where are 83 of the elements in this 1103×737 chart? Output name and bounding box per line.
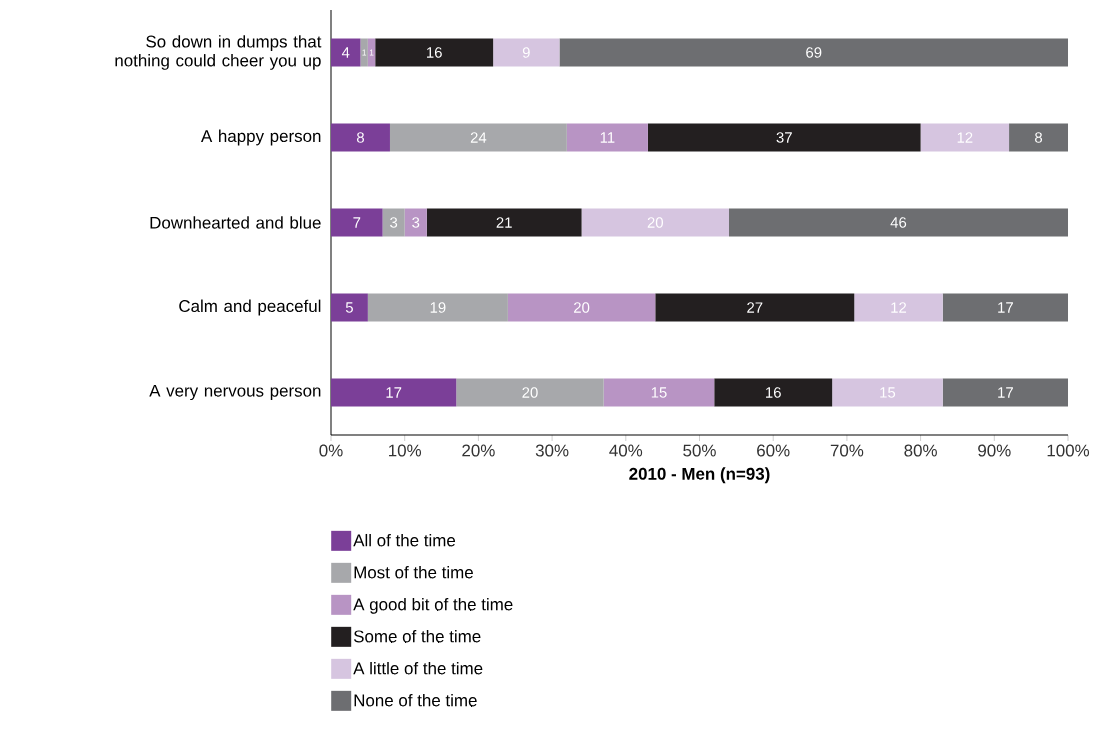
- data-label: 24: [470, 132, 487, 143]
- data-label: 12: [957, 132, 973, 143]
- data-label: 1: [362, 49, 367, 56]
- bar: [493, 38, 560, 67]
- bar: [647, 123, 921, 152]
- x-tick-label: 100%: [1047, 444, 1090, 457]
- data-label: 27: [747, 302, 763, 313]
- x-tick-label: 50%: [683, 444, 716, 457]
- bar: [456, 378, 604, 407]
- legend-label: None of the time: [354, 693, 477, 707]
- data-label: 15: [651, 387, 667, 398]
- data-label: 9: [522, 47, 530, 58]
- data-label: 17: [998, 387, 1013, 398]
- y-tick-label: Calm and peaceful: [179, 299, 321, 316]
- bar: [360, 38, 368, 67]
- data-label: 46: [890, 217, 907, 228]
- x-tick-label: 80%: [904, 444, 937, 457]
- bar: [559, 38, 1069, 67]
- y-tick-label: A happy person: [200, 129, 321, 146]
- data-label: 7: [353, 217, 361, 228]
- data-label: 17: [386, 387, 402, 398]
- bar: [566, 123, 648, 152]
- bar: [426, 208, 582, 237]
- data-label: 69: [806, 47, 822, 58]
- y-tick-label: A very nervous person: [149, 384, 321, 401]
- bar: [728, 208, 1069, 237]
- bar: [331, 123, 390, 152]
- data-label: 17: [998, 302, 1013, 313]
- bar: [382, 208, 405, 237]
- legend-label: All of the time: [353, 533, 456, 547]
- data-label: 19: [430, 302, 446, 313]
- data-label: 3: [412, 217, 420, 228]
- bar: [581, 208, 729, 237]
- y-tick-label: So down in dumps that nothing could cheer you up: [115, 35, 322, 70]
- legend-label: Most of the time: [354, 565, 473, 579]
- x-tick-label: 10%: [389, 444, 422, 457]
- x-tick-label: 0%: [319, 444, 343, 457]
- bar: [942, 378, 1069, 407]
- data-label: 11: [600, 132, 615, 143]
- x-tick-label: 90%: [978, 444, 1011, 457]
- data-label: 3: [390, 217, 398, 228]
- data-label: 8: [356, 132, 364, 143]
- x-tick-label: 20%: [462, 444, 495, 457]
- bar: [375, 38, 494, 67]
- bar: [920, 123, 1010, 152]
- x-tick-label: 60%: [757, 444, 790, 457]
- data-label: 20: [522, 387, 538, 398]
- data-label: 15: [880, 387, 896, 398]
- data-label: 16: [427, 47, 442, 58]
- bar: [367, 38, 376, 67]
- legend-label: Some of the time: [353, 629, 481, 643]
- bar: [331, 208, 383, 237]
- x-axis-title: 2010 - Men (n=93): [629, 467, 770, 484]
- data-label: 16: [766, 387, 781, 398]
- data-label: 37: [776, 132, 792, 143]
- bar: [942, 293, 1069, 322]
- data-label: 20: [647, 217, 663, 228]
- data-label: 12: [891, 302, 907, 313]
- legend-label: A good bit of the time: [353, 597, 513, 614]
- bar: [404, 208, 427, 237]
- bar: [367, 293, 508, 322]
- x-tick-label: 70%: [830, 444, 864, 457]
- bar: [655, 293, 855, 322]
- bar: [331, 293, 368, 322]
- bar: [1009, 123, 1069, 152]
- data-label: 8: [1035, 132, 1043, 143]
- bar: [507, 293, 656, 322]
- legend-label: A little of the time: [353, 661, 483, 675]
- bar: [832, 378, 943, 407]
- y-tick-label: Downhearted and blue: [150, 216, 321, 229]
- data-label: 21: [496, 217, 512, 228]
- bar: [603, 378, 715, 407]
- bar: [331, 378, 457, 407]
- data-label: 1: [369, 49, 374, 56]
- x-tick-label: 30%: [535, 444, 569, 457]
- data-label: 4: [341, 47, 350, 58]
- bar: [714, 378, 833, 407]
- bar: [854, 293, 943, 322]
- bar: [389, 123, 567, 152]
- x-tick-label: 40%: [609, 444, 643, 457]
- data-label: 20: [574, 302, 590, 313]
- bar: [331, 38, 361, 67]
- data-label: 5: [345, 302, 353, 313]
